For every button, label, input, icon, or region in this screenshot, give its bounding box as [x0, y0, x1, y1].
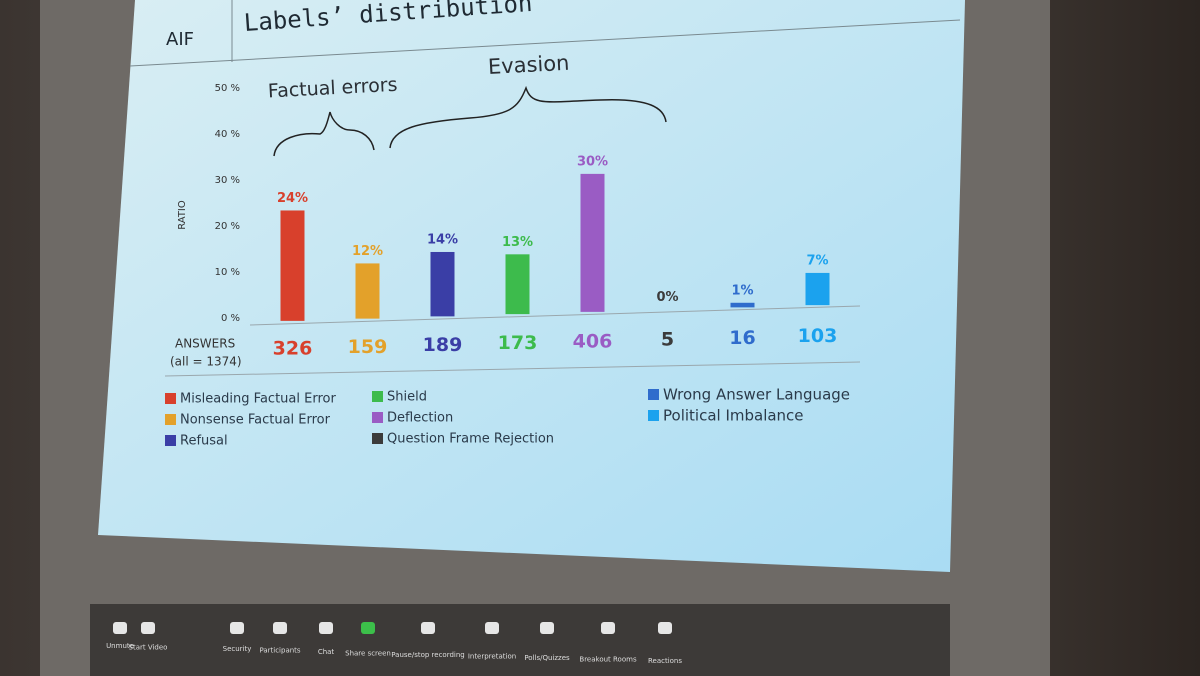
legend-label: Question Frame Rejection — [387, 432, 554, 447]
toolbar-label[interactable]: Breakout Rooms — [579, 656, 637, 664]
legend-label: Misleading Factual Error — [180, 392, 336, 407]
y-tick-label: 20 % — [215, 221, 240, 232]
toolbar-label[interactable]: Reactions — [648, 657, 682, 665]
bar — [730, 302, 755, 308]
legend-label: Shield — [387, 390, 427, 405]
answer-count: 5 — [661, 329, 674, 351]
answer-count: 189 — [423, 334, 463, 356]
bar — [805, 272, 830, 306]
bar — [355, 263, 380, 319]
answers-total: (all = 1374) — [170, 355, 242, 369]
header-rule — [129, 19, 961, 67]
value-label: 12% — [352, 244, 383, 259]
toolbar-icon[interactable] — [113, 622, 127, 634]
value-label: 24% — [277, 191, 308, 206]
toolbar-icon[interactable] — [361, 622, 375, 634]
legend-swatch — [648, 410, 659, 421]
value-label: 30% — [577, 154, 608, 169]
legend-label: Refusal — [180, 434, 228, 449]
toolbar-label[interactable]: Start Video — [129, 644, 168, 652]
value-label: 0% — [656, 290, 678, 305]
toolbar-label[interactable]: Participants — [259, 647, 300, 655]
legend-label: Deflection — [387, 411, 453, 426]
answers-label: ANSWERS — [175, 337, 235, 351]
answer-count: 103 — [798, 325, 838, 347]
legend-swatch — [165, 414, 176, 425]
bar — [580, 173, 605, 312]
toolbar-icon[interactable] — [485, 622, 499, 634]
toolbar-label[interactable]: Chat — [318, 648, 335, 656]
value-label: 1% — [731, 283, 753, 298]
legend-label: Nonsense Factual Error — [180, 413, 331, 428]
toolbar-icon[interactable] — [273, 622, 287, 634]
slide — [98, 0, 965, 572]
answers-rule — [164, 361, 861, 377]
toolbar — [90, 604, 950, 676]
y-axis-label: RATIO — [177, 200, 188, 230]
bar — [280, 210, 305, 321]
toolbar-icon[interactable] — [601, 622, 615, 634]
toolbar-label[interactable]: Polls/Quizzes — [524, 654, 570, 662]
legend-swatch — [165, 393, 176, 404]
y-tick-label: 30 % — [215, 175, 240, 186]
legend-swatch — [165, 435, 176, 446]
y-tick-label: 50 % — [215, 83, 240, 94]
toolbar-label[interactable]: Interpretation — [468, 653, 516, 661]
legend-swatch — [372, 433, 383, 444]
y-tick-label: 10 % — [215, 267, 240, 278]
baseline — [249, 305, 861, 326]
answer-count: 173 — [498, 332, 538, 354]
bar — [505, 254, 530, 315]
legend-swatch — [372, 412, 383, 423]
answer-count: 159 — [348, 336, 388, 358]
legend-swatch — [648, 389, 659, 400]
toolbar-label[interactable]: Share screen — [345, 650, 391, 658]
toolbar-icon[interactable] — [319, 622, 333, 634]
value-label: 13% — [502, 235, 533, 250]
legend-label: Political Imbalance — [663, 407, 804, 425]
answer-count: 16 — [729, 327, 755, 349]
y-tick-label: 40 % — [215, 129, 240, 140]
toolbar-label[interactable]: Unmute — [106, 642, 134, 650]
toolbar-label[interactable]: Security — [223, 645, 252, 653]
value-label: 14% — [427, 232, 458, 247]
toolbar-icon[interactable] — [540, 622, 554, 634]
toolbar-icon[interactable] — [230, 622, 244, 634]
y-tick-label: 0 % — [221, 313, 240, 324]
bracket — [389, 85, 667, 149]
group-label: Evasion — [487, 51, 570, 79]
legend-swatch — [372, 391, 383, 402]
toolbar-icon[interactable] — [658, 622, 672, 634]
value-label: 7% — [806, 253, 828, 268]
logo: AIF — [166, 29, 194, 50]
legend-label: Wrong Answer Language — [663, 386, 850, 404]
answer-count: 406 — [573, 330, 613, 352]
toolbar-icon[interactable] — [421, 622, 435, 634]
toolbar-icon[interactable] — [141, 622, 155, 634]
bracket — [273, 111, 375, 157]
bar — [430, 251, 455, 317]
answer-count: 326 — [273, 338, 313, 360]
toolbar-label[interactable]: Pause/stop recording — [391, 651, 464, 659]
